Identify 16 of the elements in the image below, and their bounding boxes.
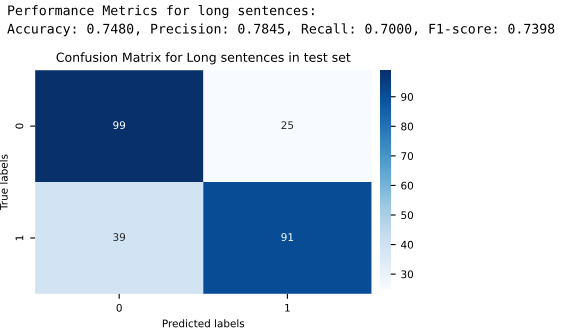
color-bar-label: 50 bbox=[401, 211, 414, 220]
chart-title: Confusion Matrix for Long sentences in test set bbox=[56, 52, 350, 64]
x-axis-title: Predicted labels bbox=[162, 319, 244, 328]
color-bar-label: 30 bbox=[401, 270, 414, 278]
color-bar-label: 80 bbox=[401, 122, 414, 130]
color-bar-label: 40 bbox=[401, 240, 414, 249]
text: Performance Metrics for long sentences: bbox=[8, 5, 314, 18]
color-bar-label: 60 bbox=[401, 182, 414, 190]
data-label: 91 bbox=[281, 233, 294, 241]
text: Accuracy: 0.7480, Precision: 0.7845, Recall: 0.7000, F1-score: 0.7398 bbox=[7, 23, 554, 36]
data-label: 39 bbox=[113, 233, 126, 241]
data-label: 99 bbox=[113, 121, 126, 130]
y-axis-title: True labels bbox=[0, 154, 8, 210]
data-label: 25 bbox=[282, 121, 294, 130]
color-bar-label: 90 bbox=[401, 92, 414, 101]
color-bar-label: 70 bbox=[401, 152, 414, 160]
